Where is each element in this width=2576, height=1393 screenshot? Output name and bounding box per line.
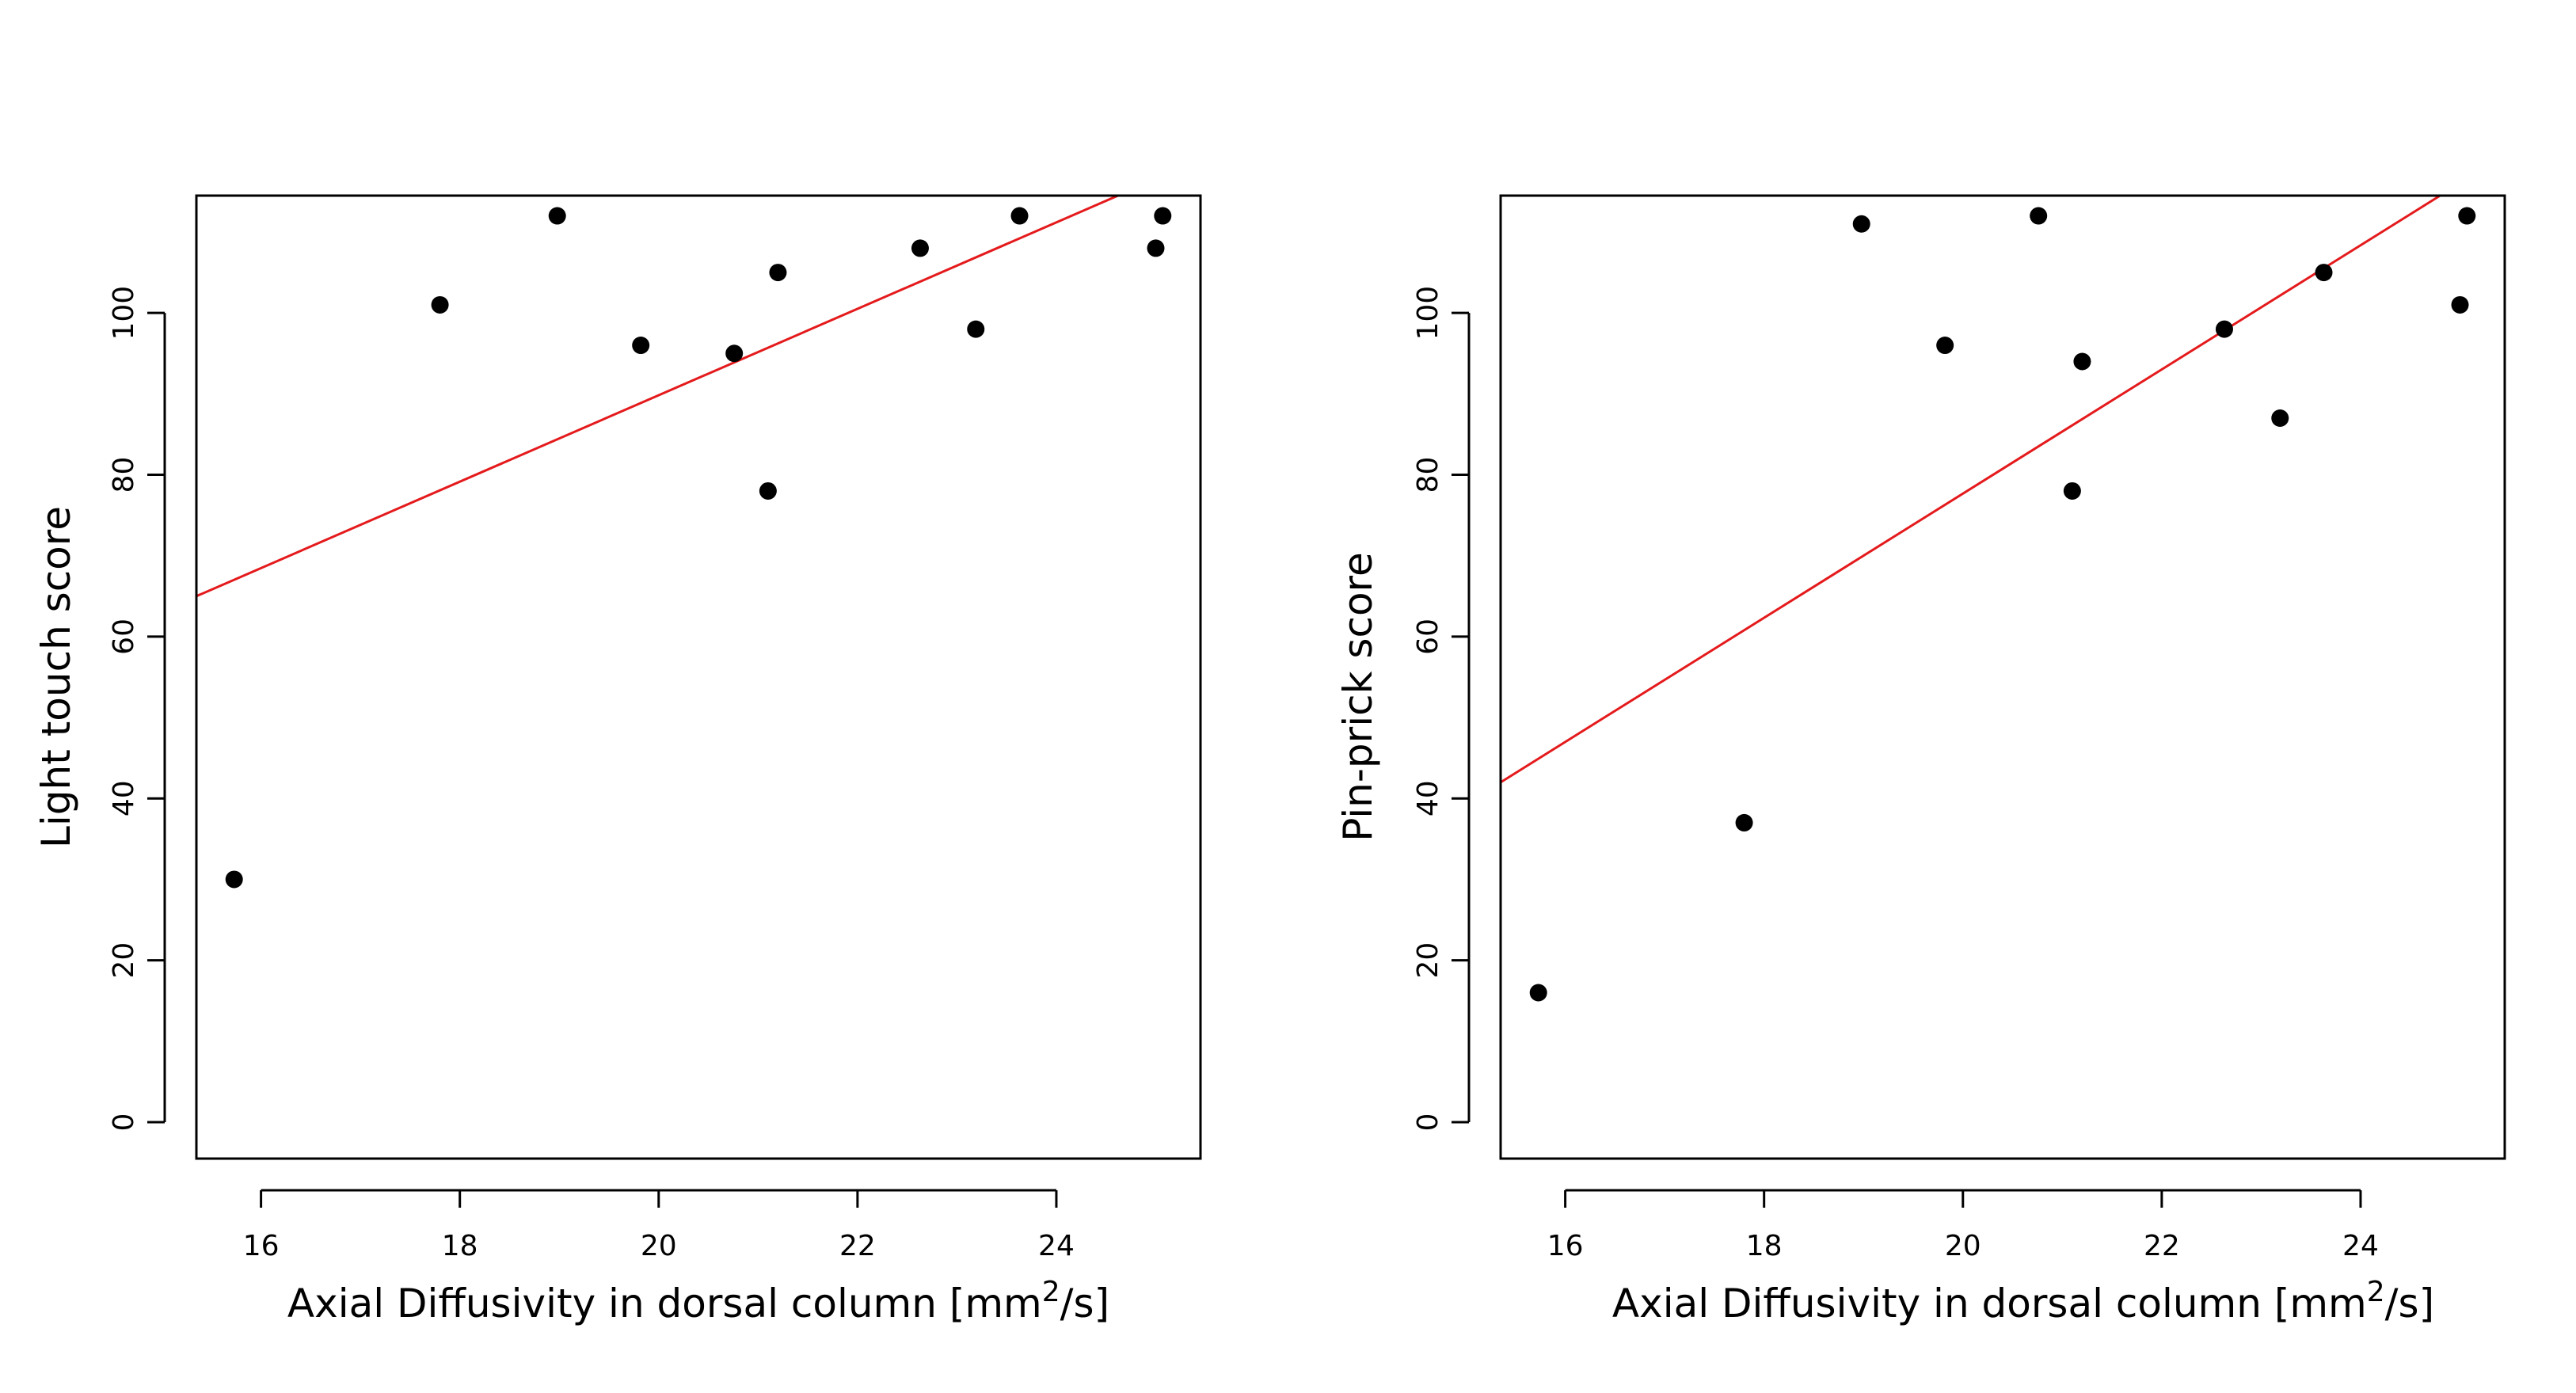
pin-prick-x-tick-label: 20 bbox=[1945, 1230, 1981, 1262]
light-touch-y-axis-label: Light touch score bbox=[33, 506, 79, 848]
pin-prick-marks bbox=[1501, 196, 2476, 1002]
light-touch-data-point bbox=[632, 337, 650, 355]
pin-prick-data-point bbox=[1529, 984, 1547, 1002]
light-touch-x-axis-label: Axial Diffusivity in dorsal column [mm2/… bbox=[287, 1276, 1109, 1326]
pin-prick-data-point bbox=[2063, 481, 2081, 500]
pin-prick-y-axis: 0 20 40 60 80 100 bbox=[1412, 286, 1471, 1132]
pin-prick-y-tick-label: 40 bbox=[1412, 780, 1444, 816]
pin-prick-regression-line bbox=[1501, 196, 2441, 784]
light-touch-regression-line bbox=[196, 196, 1119, 598]
light-touch-x-tick-label: 22 bbox=[839, 1230, 876, 1262]
light-touch-data-point bbox=[759, 481, 777, 500]
light-touch-data-point bbox=[725, 344, 744, 363]
light-touch-data-point bbox=[1010, 207, 1029, 225]
light-touch-data-point bbox=[967, 320, 985, 338]
light-touch-data-point bbox=[225, 870, 243, 889]
light-touch-data-point bbox=[548, 207, 566, 225]
light-touch-x-tick-label: 16 bbox=[243, 1230, 280, 1262]
light-touch-x-tick-label: 24 bbox=[1038, 1230, 1075, 1262]
pin-prick-y-axis-label: Pin-prick score bbox=[1335, 552, 1381, 842]
pin-prick-y-tick-label: 60 bbox=[1412, 618, 1444, 655]
light-touch-data-point bbox=[431, 295, 449, 314]
pin-prick-x-axis: 16 18 20 22 24 bbox=[1547, 1189, 2379, 1262]
pin-prick-data-point bbox=[2073, 352, 2091, 371]
pin-prick-y-tick-label: 80 bbox=[1412, 457, 1444, 493]
pin-prick-y-tick-label: 100 bbox=[1412, 286, 1444, 341]
light-touch-x-axis: 16 18 20 22 24 bbox=[243, 1189, 1075, 1262]
pin-prick-x-axis-label: Axial Diffusivity in dorsal column [mm2/… bbox=[1612, 1276, 2434, 1326]
pin-prick-data-point bbox=[1735, 813, 1753, 832]
pin-prick-data-point bbox=[1936, 337, 1954, 355]
light-touch-y-tick-label: 40 bbox=[108, 780, 140, 816]
light-touch-y-tick-label: 100 bbox=[108, 286, 140, 341]
light-touch-y-tick-label: 60 bbox=[108, 618, 140, 655]
pin-prick-data-point bbox=[2030, 207, 2048, 225]
light-touch-data-point bbox=[911, 239, 929, 257]
panel-pin-prick: 16 18 20 22 24 0 20 40 60 80 100 Axial Diffusivit… bbox=[1335, 194, 2506, 1326]
light-touch-x-tick-label: 18 bbox=[442, 1230, 478, 1262]
pin-prick-data-point bbox=[2271, 409, 2289, 428]
pin-prick-x-tick-label: 16 bbox=[1547, 1230, 1584, 1262]
light-touch-data-point bbox=[1147, 239, 1165, 257]
pin-prick-x-tick-label: 24 bbox=[2342, 1230, 2379, 1262]
pin-prick-y-tick-label: 20 bbox=[1412, 942, 1444, 979]
light-touch-marks bbox=[196, 196, 1172, 889]
light-touch-data-point bbox=[1154, 207, 1172, 225]
pin-prick-data-point bbox=[2451, 295, 2469, 314]
light-touch-y-tick-label: 0 bbox=[108, 1113, 140, 1132]
pin-prick-data-point bbox=[2458, 207, 2476, 225]
light-touch-plot-frame bbox=[195, 194, 1202, 1160]
panel-light-touch: 16 18 20 22 24 0 20 40 60 80 100 Axial Diffusivit… bbox=[33, 194, 1202, 1326]
light-touch-data-point bbox=[769, 264, 787, 282]
pin-prick-y-tick-label: 0 bbox=[1412, 1113, 1444, 1132]
pin-prick-plot-frame bbox=[1499, 194, 2506, 1160]
light-touch-x-tick-label: 20 bbox=[641, 1230, 677, 1262]
light-touch-y-tick-label: 20 bbox=[108, 942, 140, 979]
pin-prick-data-point bbox=[1852, 215, 1870, 233]
pin-prick-data-point bbox=[2215, 320, 2233, 338]
light-touch-y-axis: 0 20 40 60 80 100 bbox=[108, 286, 166, 1132]
light-touch-y-tick-label: 80 bbox=[108, 457, 140, 493]
pin-prick-x-tick-label: 18 bbox=[1746, 1230, 1783, 1262]
pin-prick-x-tick-label: 22 bbox=[2144, 1230, 2180, 1262]
pin-prick-data-point bbox=[2315, 264, 2333, 282]
